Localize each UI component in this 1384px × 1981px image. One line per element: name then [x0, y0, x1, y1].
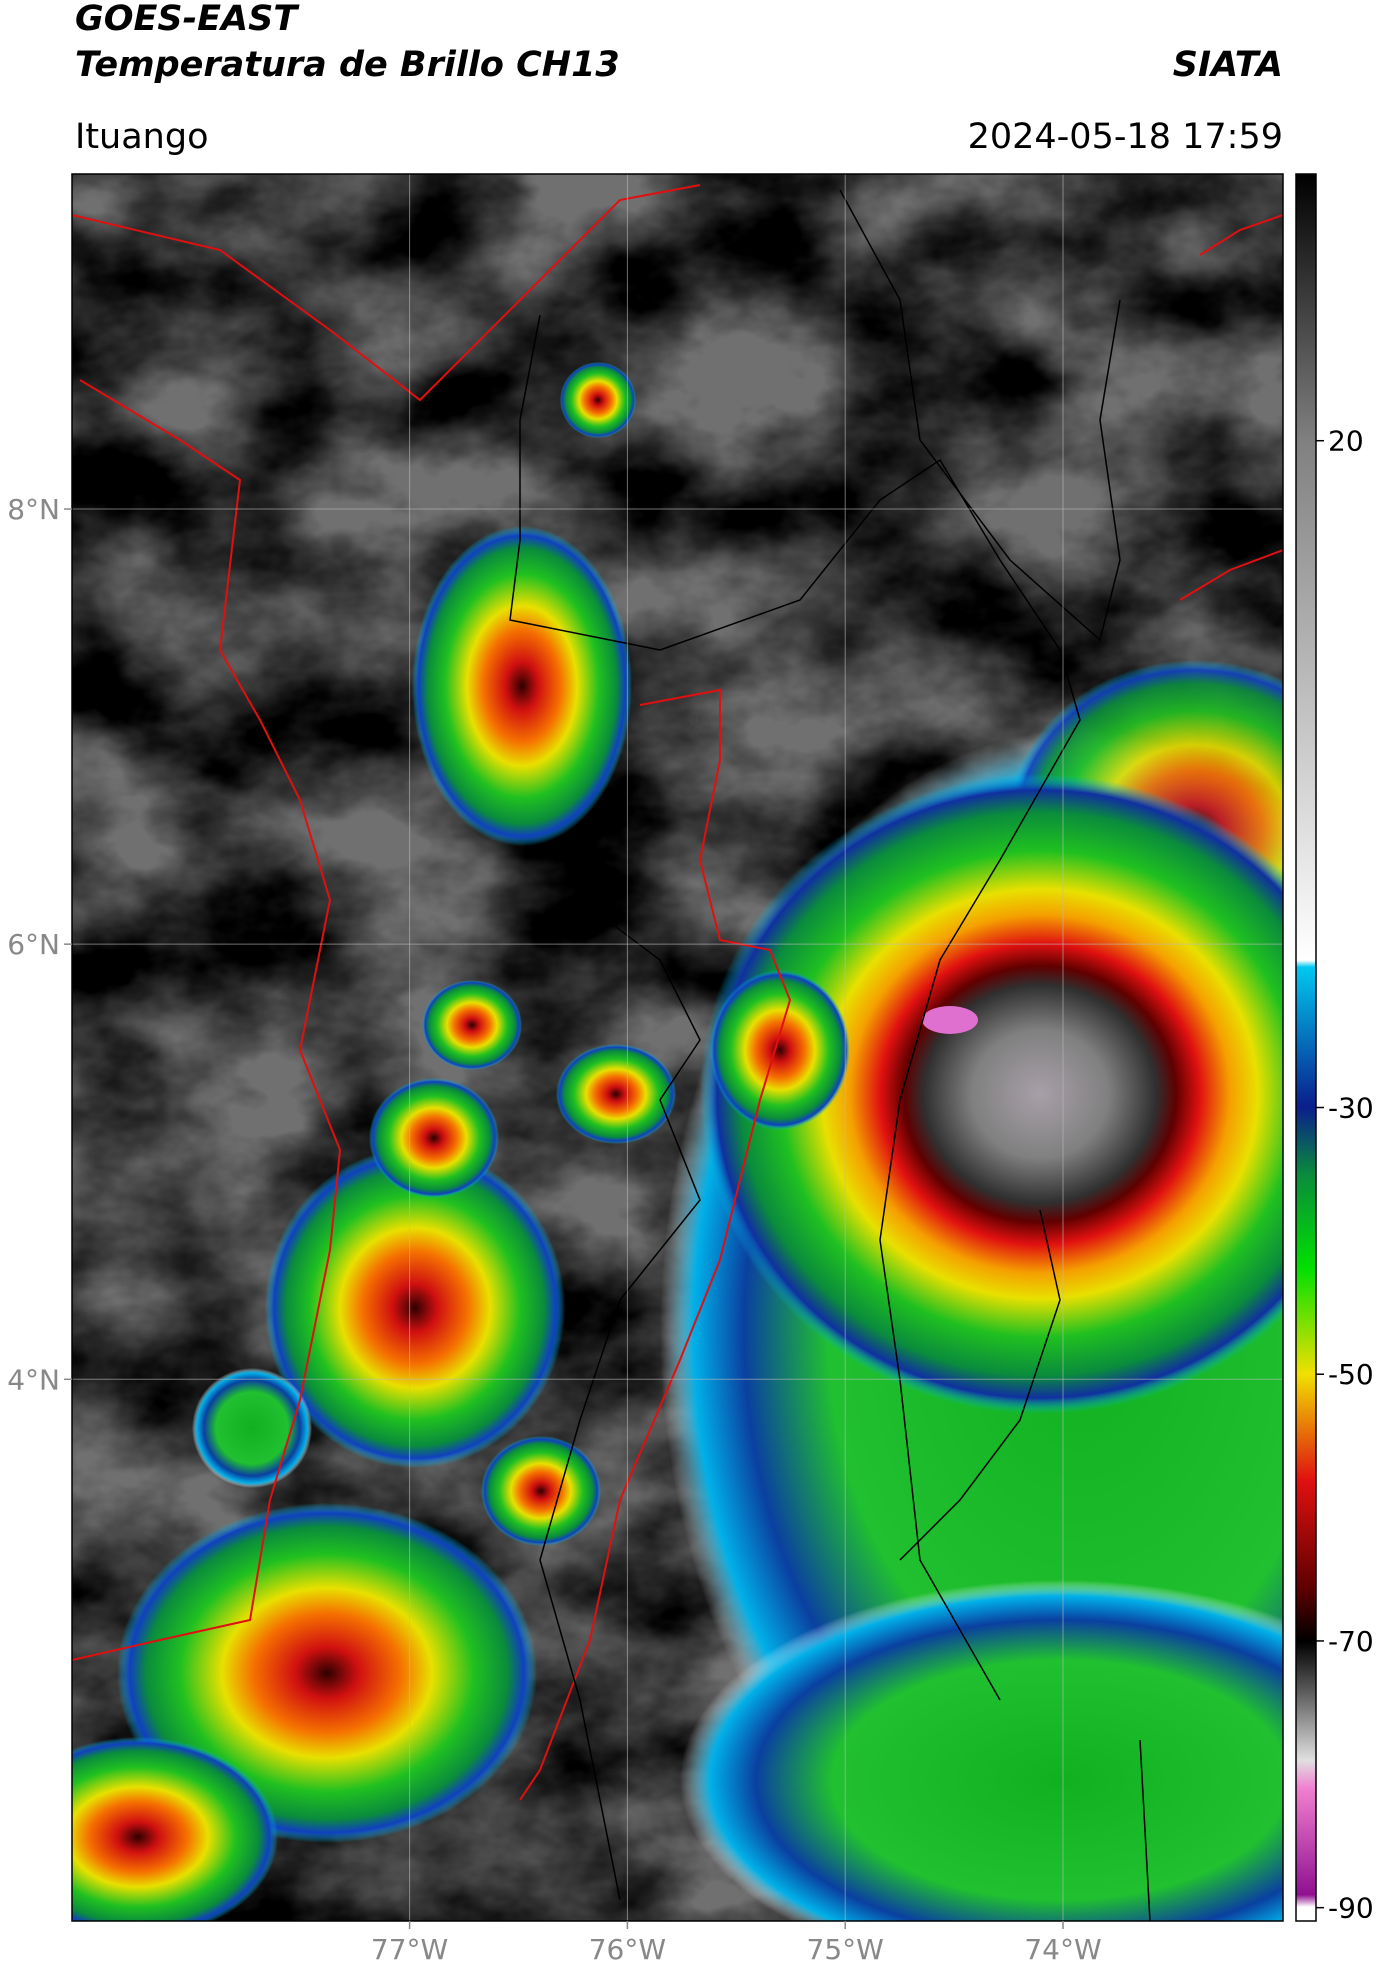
source: SIATA [1173, 45, 1283, 85]
colorbar-tick-label: -70 [1328, 1625, 1374, 1658]
subtitle: Temperatura de Brillo CH13 [75, 45, 620, 85]
x-tick-label: 74°W [1024, 1933, 1101, 1966]
y-tick-label: 4°N [7, 1363, 60, 1396]
colorbar-tick-label: -90 [1328, 1892, 1374, 1925]
graticule [72, 174, 1283, 1921]
y-tick-label: 6°N [7, 928, 60, 961]
location: Ituango [75, 117, 209, 157]
colorbar [1295, 173, 1317, 1922]
colorbar-tick-label: 20 [1328, 425, 1364, 458]
satellite-image [72, 174, 1283, 1921]
colorbar-tick-label: -30 [1328, 1092, 1374, 1125]
y-tick-label: 8°N [7, 493, 60, 526]
map-frame [71, 173, 1284, 1922]
x-tick-label: 76°W [589, 1933, 666, 1966]
x-tick-label: 77°W [371, 1933, 448, 1966]
datetime: 2024-05-18 17:59 [968, 117, 1283, 157]
x-tick-label: 75°W [807, 1933, 884, 1966]
title: GOES-EAST [75, 0, 300, 39]
colorbar-tick-label: -50 [1328, 1358, 1374, 1391]
